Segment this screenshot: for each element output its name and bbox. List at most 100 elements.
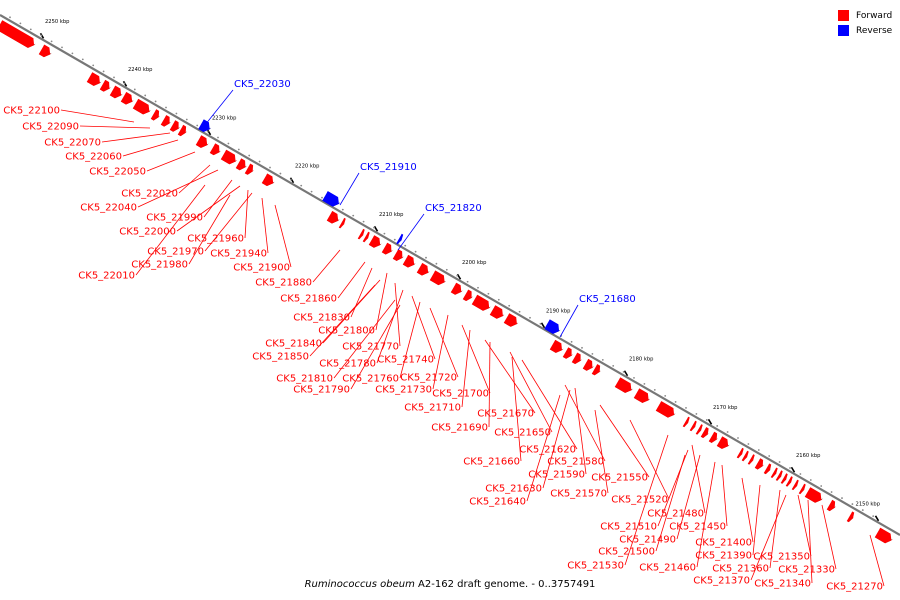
forward-gene-label: CK5_21520: [611, 495, 668, 506]
forward-gene-label: CK5_21670: [477, 409, 534, 420]
gene-highlight: [619, 377, 631, 385]
track-dot: [133, 88, 136, 91]
forward-gene: [177, 124, 188, 137]
gene-highlight: [249, 163, 254, 167]
forward-gene-label: CK5_21710: [404, 403, 461, 414]
track-dot: [341, 208, 344, 211]
tick-mark: [456, 273, 462, 280]
gene-highlight: [397, 249, 403, 253]
leader-line: [721, 464, 728, 527]
gene-highlight: [494, 305, 503, 311]
forward-gene: [86, 72, 102, 86]
leader-line: [769, 489, 781, 569]
leader-line: [60, 109, 135, 123]
gene-highlight: [467, 289, 472, 293]
gene-highlight: [741, 447, 744, 451]
gene-highlight: [790, 476, 793, 479]
leader-line: [394, 282, 401, 347]
legend-swatch-reverse: [838, 25, 849, 36]
gene-highlight: [780, 470, 783, 473]
gene-face: [763, 463, 772, 475]
leader-line: [741, 477, 754, 543]
forward-gene-label: CK5_21990: [146, 213, 203, 224]
gene-face: [826, 499, 836, 512]
track-dot: [466, 280, 469, 283]
gene-highlight: [660, 401, 674, 410]
gene-highlight: [202, 119, 209, 124]
leader-line: [204, 192, 253, 252]
track-dot: [653, 388, 656, 391]
forward-gene-label: CK5_21830: [293, 313, 350, 324]
legend-item-reverse: Reverse: [838, 23, 892, 38]
forward-gene-label: CK5_21760: [342, 374, 399, 385]
forward-gene: [244, 163, 255, 175]
gene-highlight: [214, 143, 220, 147]
gene-face: [614, 377, 632, 393]
track-dot: [71, 52, 74, 55]
track-dot: [633, 376, 635, 379]
track-dot: [123, 82, 126, 85]
tick-label: 2150 kbp: [856, 501, 881, 507]
track-dot: [705, 419, 708, 421]
leader-line: [821, 504, 837, 570]
forward-gene: [775, 470, 783, 481]
leader-line: [655, 454, 686, 552]
tick-layer: 2250 kbp 2240 kbp 2230 kbp 2220 kbp 2210 kbp…: [39, 19, 881, 522]
track-dot: [685, 407, 687, 409]
forward-gene-label: CK5_21400: [695, 538, 752, 549]
forward-gene: [682, 416, 690, 428]
forward-gene: [633, 388, 651, 403]
forward-gene-label: CK5_21660: [463, 457, 520, 468]
gene-face: [562, 347, 572, 359]
gene-face: [775, 470, 783, 481]
reverse-gene-label: CK5_22030: [234, 79, 291, 90]
gene-highlight: [421, 263, 428, 268]
tick-label: 2180 kbp: [629, 356, 654, 362]
leader-line: [203, 179, 233, 218]
track-dot: [809, 479, 812, 481]
genome-backbone: [0, 14, 900, 536]
forward-gene: [571, 352, 582, 364]
gene-highlight: [596, 364, 601, 368]
forward-gene-label: CK5_22100: [3, 106, 60, 117]
gene-highlight: [476, 294, 489, 303]
gene-highlight: [831, 499, 836, 503]
forward-gene: [109, 85, 123, 99]
forward-gene: [736, 447, 744, 459]
leader-line: [178, 164, 211, 194]
forward-gene: [195, 135, 209, 148]
track-dot: [40, 34, 43, 37]
forward-gene-label: CK5_21490: [619, 535, 676, 546]
leader-line: [411, 295, 436, 360]
leader-line: [188, 194, 231, 265]
leader-line: [542, 389, 571, 489]
forward-gene-label: CK5_21860: [280, 294, 337, 305]
gene-face: [392, 249, 403, 261]
forward-gene-label: CK5_21700: [432, 389, 489, 400]
forward-gene: [754, 458, 765, 470]
leader-line: [461, 324, 491, 394]
leader-line: [135, 184, 206, 276]
leader-line: [869, 534, 885, 587]
track-dot: [248, 154, 251, 157]
track-dot: [861, 509, 864, 511]
leader-line: [244, 189, 249, 239]
forward-gene-label: CK5_21970: [147, 247, 204, 258]
track-dot: [872, 515, 875, 517]
forward-gene: [549, 339, 564, 353]
gene-face: [244, 163, 254, 175]
gene-face: [695, 424, 703, 435]
leader-line: [309, 284, 376, 357]
forward-gene: [689, 420, 697, 432]
gene-face: [874, 527, 892, 544]
forward-gene-label: CK5_21810: [276, 374, 333, 385]
gene-face: [780, 473, 788, 484]
track-dot: [217, 136, 219, 139]
gene-highlight: [809, 487, 821, 495]
forward-gene: [326, 211, 340, 224]
forward-gene-label: CK5_22060: [65, 152, 122, 163]
gene-highlight: [1, 20, 34, 40]
gene-highlight: [554, 339, 562, 345]
track-dot: [664, 395, 667, 397]
